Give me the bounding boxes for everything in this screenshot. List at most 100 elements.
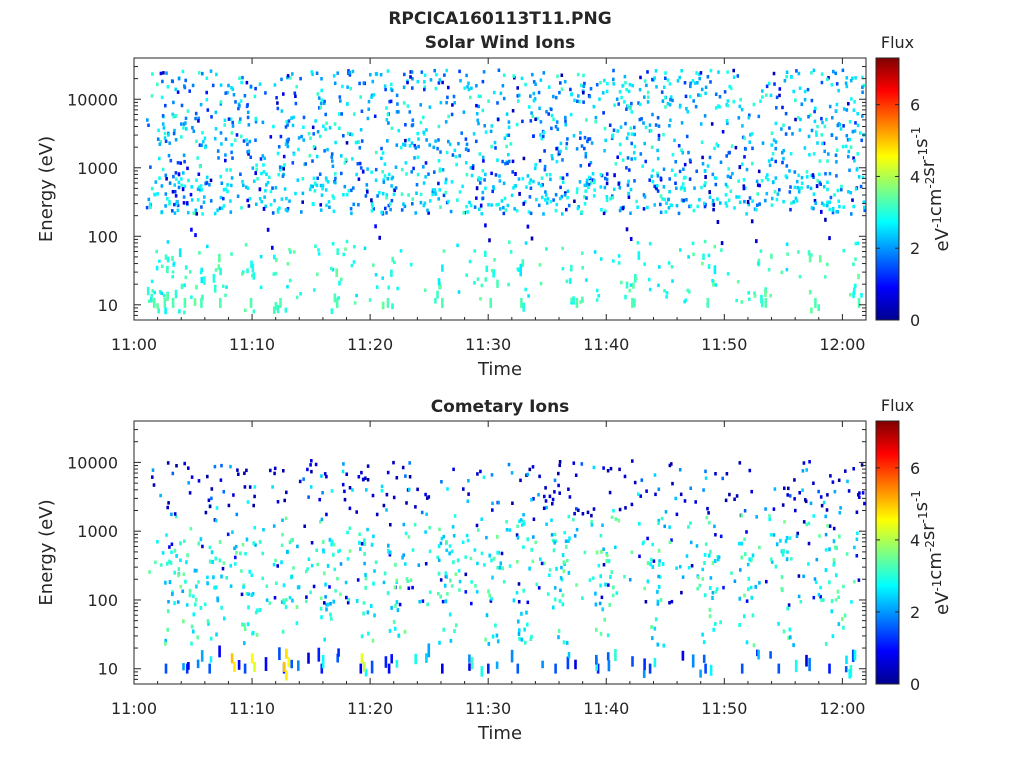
flux-cell [576,206,580,211]
flux-cell [502,96,506,101]
flux-cell [215,72,218,77]
flux-cell [390,184,393,188]
flux-cell [575,297,579,308]
flux-cell [528,181,531,185]
flux-cell [458,579,462,584]
flux-cell [187,481,190,485]
flux-cell [831,208,835,212]
flux-cell [560,565,563,570]
flux-cell [427,495,431,499]
flux-cell [254,610,258,615]
flux-cell [480,551,484,556]
flux-cell [330,616,333,621]
flux-cell [387,285,390,290]
flux-cell [531,72,534,77]
flux-cell [566,189,570,193]
flux-cell [441,599,445,604]
flux-cell [528,566,531,571]
flux-cell [456,198,459,202]
flux-cell [387,549,390,554]
flux-cell [709,576,713,580]
flux-cell [175,464,178,468]
flux-cell [318,172,322,176]
flux-cell [772,507,776,511]
flux-cell [396,286,399,291]
flux-cell [605,177,609,182]
flux-cell [192,129,196,133]
flux-cell [180,183,183,188]
flux-cell [297,585,301,590]
flux-cell [694,81,697,85]
flux-cell [539,78,543,82]
flux-cell [847,102,850,106]
flux-cell [663,524,666,529]
flux-cell [823,185,826,189]
flux-cell [542,561,546,566]
flux-cell [232,93,236,97]
flux-cell [286,74,290,78]
flux-cell [533,166,537,171]
flux-cell [307,131,311,136]
flux-cell [590,520,593,524]
flux-cell [295,605,299,610]
flux-cell [345,141,349,145]
flux-cell [274,558,277,563]
flux-cell [194,233,197,238]
flux-cell [609,197,612,201]
flux-cell [496,639,500,644]
flux-cell [593,178,596,183]
flux-cell [658,559,661,563]
flux-cell [231,120,234,125]
flux-cell [497,68,501,72]
flux-cell [195,584,198,589]
flux-cell [715,142,718,146]
flux-cell [643,79,647,83]
flux-cell [562,569,566,574]
flux-cell [213,585,216,590]
flux-cell [488,593,491,598]
flux-cell [669,95,673,99]
flux-cell [583,202,587,206]
flux-cell [561,267,565,271]
flux-cell [613,173,616,178]
flux-cell [621,158,625,162]
flux-cell [812,206,815,211]
flux-cell [166,461,170,465]
flux-cell [332,552,335,557]
flux-cell [602,111,605,115]
flux-cell [175,177,178,181]
flux-cell [331,539,334,544]
flux-cell [181,187,185,192]
flux-cell [386,177,390,181]
flux-cell [414,653,417,665]
flux-cell [814,201,817,205]
flux-cell [780,587,784,591]
flux-cell [517,600,521,604]
flux-cell [815,557,819,562]
flux-cell [262,163,265,167]
flux-cell [393,626,397,631]
flux-cell [191,83,195,88]
flux-cell [668,540,672,544]
flux-cell [469,166,473,170]
flux-cell [487,203,490,207]
flux-cell [662,167,666,171]
flux-cell [323,472,327,476]
flux-cell [175,199,179,204]
flux-cell [543,149,546,153]
flux-cell [208,663,211,674]
flux-cell [708,586,712,590]
flux-cell [459,79,462,83]
flux-cell [791,132,794,136]
flux-cell [732,75,736,79]
flux-cell [405,501,408,505]
flux-cell [457,569,461,573]
flux-cell [703,552,707,557]
flux-cell [156,137,160,141]
flux-cell [600,208,603,212]
flux-cell [548,573,551,577]
flux-cell [428,590,432,594]
flux-cell [670,538,673,542]
